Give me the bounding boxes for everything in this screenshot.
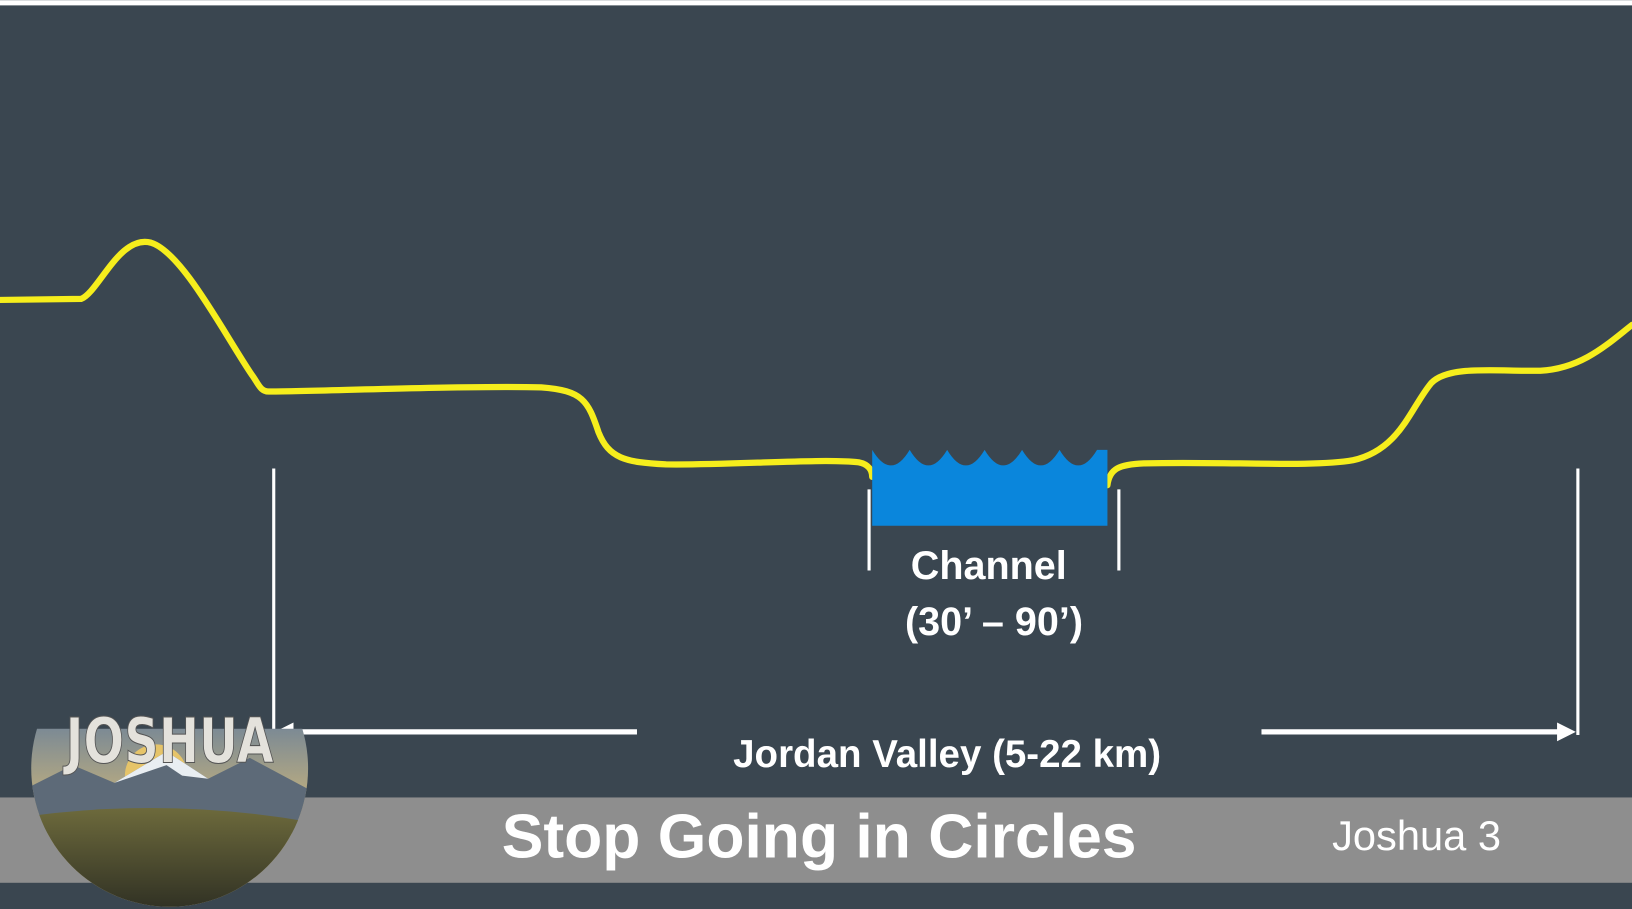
slide: Channel (30’ – 90’) Jordan Valley (5-22 … <box>0 0 1632 909</box>
footer-title: Stop Going in Circles <box>502 802 1137 872</box>
page: Channel (30’ – 90’) Jordan Valley (5-22 … <box>0 0 1632 909</box>
top-strip <box>0 0 1632 5</box>
footer-reference: Joshua 3 <box>1332 812 1501 859</box>
valley-label: Jordan Valley (5-22 km) <box>733 733 1161 776</box>
logo-text: JOSHUA <box>62 704 274 777</box>
channel-label: Channel <box>911 544 1067 588</box>
channel-width: (30’ – 90’) <box>905 600 1083 644</box>
